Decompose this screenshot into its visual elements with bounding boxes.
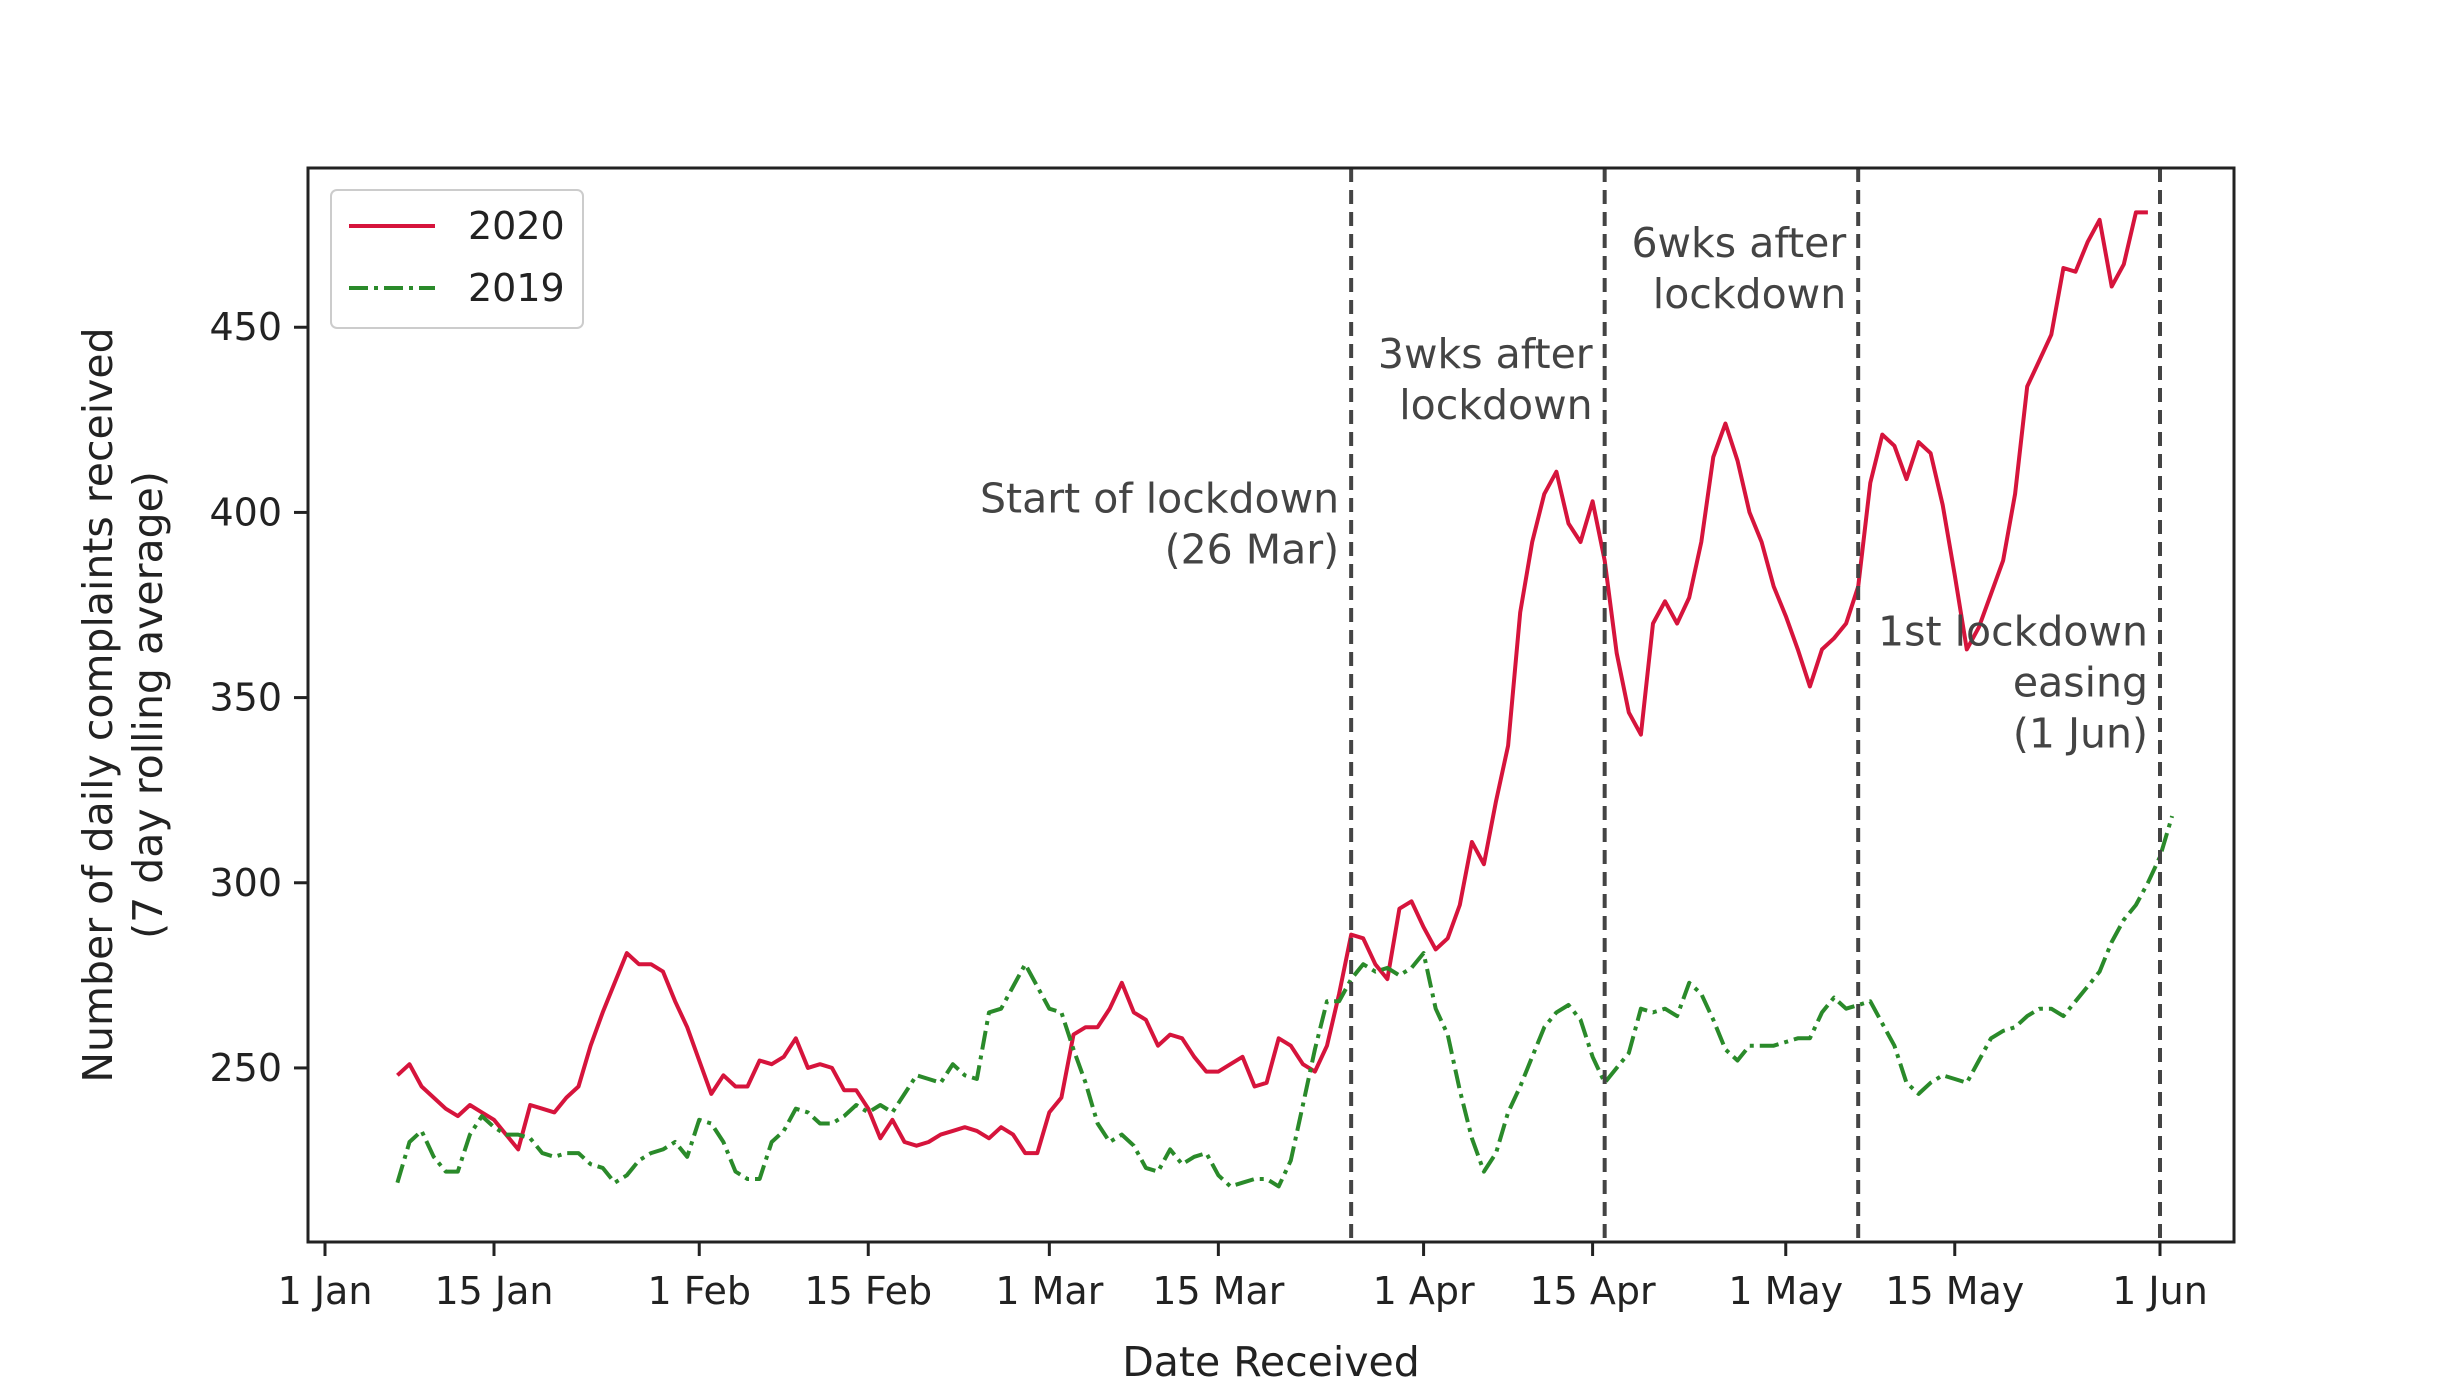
y-axis-title-line-2: (7 day rolling average) <box>124 471 172 939</box>
y-axis-title-line-1: Number of daily complaints received <box>74 327 122 1082</box>
x-tick-label: 15 Jan <box>435 1269 554 1313</box>
y-tick-label: 450 <box>209 305 282 349</box>
y-axis: 250 300 350 400 450 <box>209 305 308 1090</box>
y-tick-label: 300 <box>209 861 282 905</box>
series-line-2019 <box>395 815 2175 1189</box>
x-tick-label: 1 Mar <box>995 1269 1103 1313</box>
x-tick-label: 15 Mar <box>1152 1269 1285 1313</box>
plot-frame <box>306 166 2236 1244</box>
x-tick-label: 15 Apr <box>1530 1269 1657 1313</box>
x-tick-label: 15 Feb <box>804 1269 932 1313</box>
x-axis-title: Date Received <box>1122 1338 1420 1386</box>
annotation-label: lockdown <box>1653 270 1846 318</box>
annotation-label: (1 Jun) <box>2013 710 2148 758</box>
y-axis-title: Number of daily complaints received (7 d… <box>74 327 172 1082</box>
series-line-2020 <box>396 210 2148 1156</box>
annotations: Start of lockdown(26 Mar)3wks afterlockd… <box>980 219 2148 758</box>
annotation-label: easing <box>2013 659 2148 707</box>
annotation-label: 6wks after <box>1631 219 1846 267</box>
x-axis: 1 Jan 15 Jan 1 Feb 15 Feb 1 Mar 15 Mar 1 Apr 15… <box>278 1242 2208 1313</box>
legend-label-2019: 2019 <box>468 266 565 310</box>
vertical-reference-lines <box>1349 168 2162 1242</box>
x-tick-label: 1 Feb <box>647 1269 751 1313</box>
annotation-label: 1st lockdown <box>1878 608 2148 656</box>
annotation-label: Start of lockdown <box>980 474 1339 522</box>
annotation-label: lockdown <box>1399 381 1592 429</box>
annotation-label: (26 Mar) <box>1165 525 1340 573</box>
y-tick-label: 400 <box>209 490 282 534</box>
plot-lines <box>395 210 2175 1189</box>
legend: 2020 2019 <box>330 189 584 329</box>
y-tick-label: 250 <box>209 1046 282 1090</box>
annotation-label: 3wks after <box>1378 330 1593 378</box>
legend-label-2020: 2020 <box>468 204 565 248</box>
x-tick-label: 1 May <box>1728 1269 1843 1313</box>
x-tick-label: 1 Jun <box>2112 1269 2208 1313</box>
x-tick-label: 1 Apr <box>1373 1269 1475 1313</box>
x-tick-label: 1 Jan <box>278 1269 373 1313</box>
x-tick-label: 15 May <box>1885 1269 2024 1313</box>
y-tick-label: 350 <box>209 676 282 720</box>
